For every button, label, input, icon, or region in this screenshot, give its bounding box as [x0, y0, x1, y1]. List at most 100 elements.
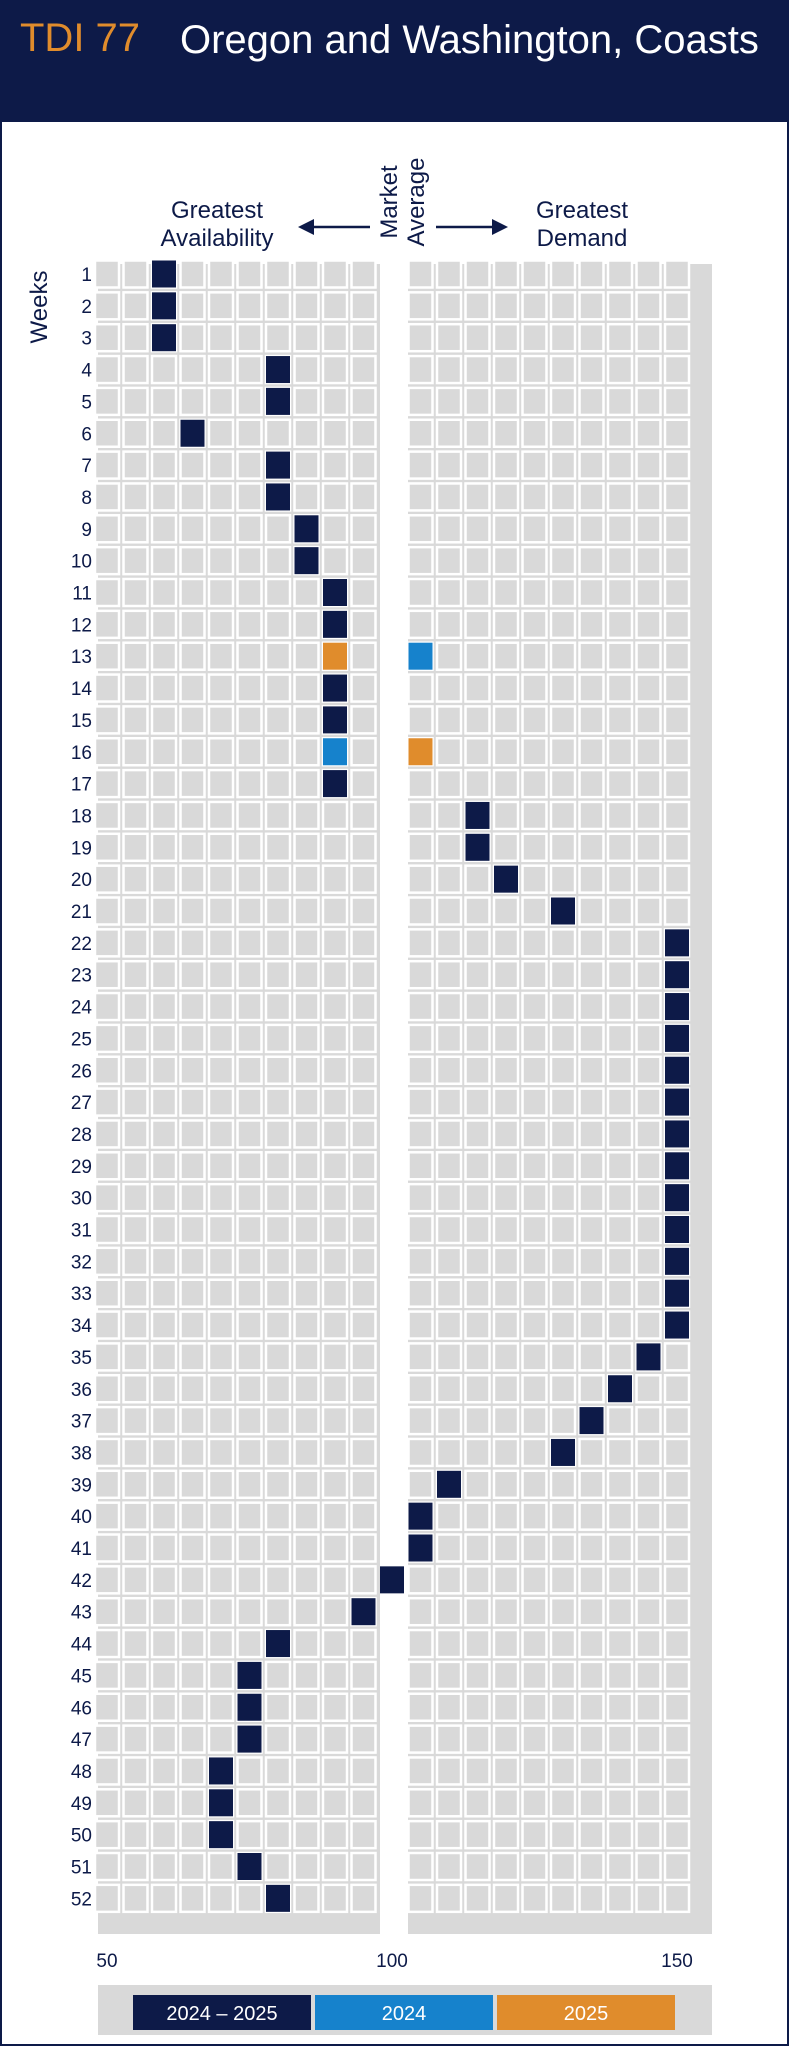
grid-cell	[93, 768, 121, 799]
grid-cell	[236, 991, 263, 1022]
grid-cell	[236, 482, 263, 512]
grid-cell	[606, 354, 634, 385]
grid-cell	[521, 959, 548, 990]
grid-cell	[521, 1182, 548, 1213]
grid-cell	[122, 1501, 149, 1531]
grid-cell	[606, 1533, 634, 1563]
grid-cell	[492, 1374, 520, 1404]
grid-cell	[207, 1437, 235, 1468]
grid-cell	[293, 450, 320, 480]
grid-cell	[321, 1405, 349, 1436]
grid-cell	[663, 896, 691, 926]
grid-cell	[236, 1151, 263, 1181]
grid-cell	[435, 1151, 463, 1181]
grid-cell	[549, 1119, 577, 1149]
grid-cell	[663, 1565, 691, 1595]
grid-cell	[179, 1246, 206, 1277]
data-mark-week-25	[665, 1024, 689, 1052]
grid-cell	[464, 609, 491, 640]
grid-cell	[578, 1883, 605, 1914]
grid-cell	[464, 259, 491, 289]
grid-cell	[549, 768, 577, 799]
grid-cell	[606, 1055, 634, 1085]
grid-cell	[635, 1214, 662, 1245]
week-label-1: 1	[81, 265, 92, 286]
grid-cell	[521, 1374, 548, 1404]
grid-cell	[293, 1437, 320, 1468]
grid-cell	[93, 1851, 121, 1882]
page-title: Oregon and Washington, Coasts	[180, 18, 759, 62]
grid-cell	[663, 482, 691, 512]
grid-cell	[207, 482, 235, 512]
grid-cell	[464, 1788, 491, 1818]
grid-cell	[264, 259, 292, 289]
grid-cell	[122, 1596, 149, 1627]
grid-cell	[150, 1119, 178, 1149]
grid-cell	[492, 418, 520, 448]
grid-cell	[207, 959, 235, 990]
grid-cell	[492, 1246, 520, 1277]
grid-cell	[321, 1724, 349, 1754]
grid-cell	[93, 896, 121, 926]
grid-cell	[549, 322, 577, 353]
grid-cell	[150, 864, 178, 894]
grid-cell	[179, 928, 206, 958]
grid-cell	[663, 545, 691, 576]
grid-cell	[93, 705, 121, 735]
grid-cell	[635, 1246, 662, 1277]
grid-cell	[179, 577, 206, 608]
grid-cell	[236, 609, 263, 640]
grid-cell	[293, 1851, 320, 1882]
grid-cell	[606, 1788, 634, 1818]
week-label-13: 13	[71, 647, 92, 668]
grid-cell	[464, 291, 491, 321]
grid-cell	[521, 896, 548, 926]
grid-cell	[93, 545, 121, 576]
grid-cell	[407, 1374, 434, 1404]
grid-cell	[521, 1151, 548, 1181]
grid-cell	[606, 1310, 634, 1340]
grid-cell	[350, 641, 377, 671]
grid-cell	[179, 1151, 206, 1181]
grid-cell	[635, 386, 662, 417]
grid-cell	[236, 1565, 263, 1595]
grid-cell	[321, 1692, 349, 1722]
grid-cell	[350, 1819, 377, 1850]
week-label-40: 40	[71, 1507, 92, 1528]
grid-cell	[236, 641, 263, 671]
grid-cell	[549, 1756, 577, 1786]
grid-cell	[350, 1310, 377, 1340]
data-mark-week-18	[465, 801, 490, 829]
grid-cell	[264, 1851, 292, 1882]
grid-cell	[464, 928, 491, 958]
grid-cell	[350, 1278, 377, 1308]
grid-cell	[407, 291, 434, 321]
week-label-47: 47	[71, 1730, 92, 1751]
grid-cell	[606, 768, 634, 799]
grid-cell	[321, 1374, 349, 1404]
grid-cell	[150, 1182, 178, 1213]
week-label-36: 36	[71, 1380, 92, 1401]
grid-cell	[464, 1692, 491, 1722]
grid-cell	[293, 1342, 320, 1372]
grid-cell	[150, 1342, 178, 1372]
grid-cell	[236, 673, 263, 703]
grid-cell	[293, 322, 320, 353]
grid-cell	[150, 673, 178, 703]
grid-cell	[293, 291, 320, 321]
grid-cell	[264, 991, 292, 1022]
grid-cell	[179, 1119, 206, 1149]
grid-cell	[606, 1182, 634, 1213]
grid-cell	[549, 737, 577, 767]
grid-cell	[264, 1596, 292, 1627]
grid-cell	[492, 1819, 520, 1850]
grid-cell	[207, 832, 235, 863]
grid-cell	[635, 1788, 662, 1818]
grid-cell	[122, 673, 149, 703]
grid-cell	[264, 1342, 292, 1372]
grid-cell	[150, 928, 178, 958]
grid-cell	[150, 896, 178, 926]
grid-cell	[521, 291, 548, 321]
grid-cell	[606, 450, 634, 480]
